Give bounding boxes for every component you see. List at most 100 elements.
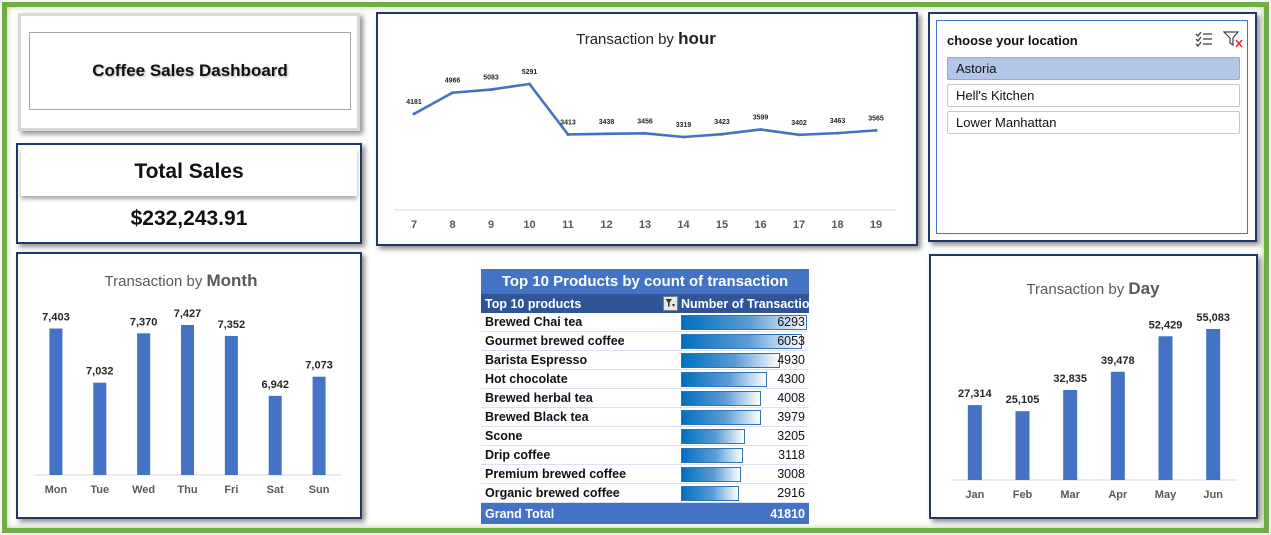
chart-title: Transaction by Day (1026, 279, 1160, 298)
bar (967, 405, 982, 480)
bar-tick-label: Jun (1203, 489, 1223, 501)
grand-total-label: Grand Total (485, 506, 555, 521)
data-bar (681, 334, 803, 349)
hour-point (489, 88, 493, 92)
slicer-title: choose your location (947, 32, 1078, 48)
bar-tick-label: Apr (1108, 489, 1128, 501)
hour-point (720, 132, 724, 136)
hour-data-label: 3456 (637, 118, 653, 125)
day-chart-card[interactable]: Transaction by Day 27,314 Jan 25,105 Feb 32,8… (929, 254, 1258, 519)
pivot-row: Hot chocolate 4300 (481, 370, 809, 389)
bar-tick-label: Thu (177, 484, 197, 496)
slicer-header: choose your location (947, 27, 1243, 53)
bar-tick-label: Sun (309, 484, 330, 496)
hour-data-label: 3402 (791, 120, 807, 127)
dashboard-title: Coffee Sales Dashboard (29, 32, 351, 110)
multi-select-icon[interactable] (1195, 31, 1213, 50)
pivot-grand-total: Grand Total 41810 (481, 503, 809, 524)
hour-data-label: 3463 (830, 118, 846, 125)
pivot-row: Gourmet brewed coffee 6053 (481, 332, 809, 351)
hour-tick-label: 13 (639, 219, 651, 231)
pivot-header: Top 10 products Number of Transactions (481, 294, 809, 313)
pivot-row: Brewed Black tea 3979 (481, 408, 809, 427)
hour-point (874, 128, 878, 132)
hour-tick-label: 12 (600, 219, 612, 231)
hour-point (412, 112, 416, 116)
pivot-col1-header: Top 10 products (485, 296, 582, 311)
hour-tick-label: 10 (523, 219, 535, 231)
pivot-rows: Brewed Chai tea 6293 Gourmet brewed coffee… (481, 313, 809, 503)
pivot-row: Organic brewed coffee 2916 (481, 484, 809, 503)
filter-dropdown-icon[interactable] (663, 296, 678, 311)
bar (49, 328, 63, 475)
month-chart-card[interactable]: Transaction by Month 7,403 Mon 7,032 Tue 7,37… (16, 252, 362, 519)
hour-data-label: 3599 (753, 114, 769, 121)
slicer-item-hells-kitchen[interactable]: Hell's Kitchen (947, 84, 1240, 107)
bar-data-label: 7,032 (86, 366, 114, 378)
data-bar (681, 429, 746, 444)
slicer-frame: choose your location (936, 20, 1248, 234)
bar-tick-label: Jan (965, 489, 984, 501)
bar (181, 325, 194, 475)
hour-tick-label: 8 (449, 219, 455, 231)
data-bar (681, 391, 762, 406)
bar (1015, 411, 1030, 480)
total-sales-card: Total Sales $232,243.91 (16, 143, 362, 244)
bar-data-label: 7,403 (42, 312, 70, 324)
hour-point (566, 132, 570, 136)
hour-tick-label: 18 (831, 219, 843, 231)
bar-data-label: 6,942 (261, 379, 289, 391)
hour-point (682, 135, 685, 139)
bar-tick-label: Feb (1013, 489, 1033, 501)
product-name: Hot chocolate (485, 372, 568, 386)
transaction-count: 6053 (777, 334, 805, 348)
bar-tick-label: Tue (90, 484, 109, 496)
data-bar (681, 486, 740, 501)
hour-data-label: 3423 (714, 119, 730, 126)
product-name: Gourmet brewed coffee (485, 334, 625, 348)
bar-data-label: 52,429 (1149, 319, 1183, 331)
bar-tick-label: May (1155, 489, 1177, 501)
bar-data-label: 32,835 (1053, 373, 1087, 385)
hour-chart-card[interactable]: Transaction by hour 4181 4966 5083 5291 3413 3… (376, 12, 918, 246)
bar (137, 333, 151, 475)
hour-data-label: 4966 (445, 78, 461, 85)
total-sales-value: $232,243.91 (130, 207, 248, 230)
bar (1110, 371, 1125, 480)
hour-data-label: 3319 (676, 122, 692, 129)
slicer-item-astoria[interactable]: Astoria (947, 57, 1240, 80)
day-bar-chart: Transaction by Day 27,314 Jan 25,105 Feb 32,8… (951, 279, 1237, 501)
bar-data-label: 27,314 (958, 388, 993, 400)
bar-data-label: 39,478 (1101, 355, 1135, 367)
hour-tick-label: 14 (677, 219, 690, 231)
hour-line-chart: Transaction by hour 4181 4966 5083 5291 3413 3… (394, 29, 896, 231)
pivot-title: Top 10 Products by count of transaction (481, 269, 809, 294)
pivot-row: Scone 3205 (481, 427, 809, 446)
pivot-col2-header: Number of Transactions (681, 296, 809, 311)
clear-filter-icon[interactable] (1222, 30, 1243, 51)
bar-tick-label: Sat (267, 484, 284, 496)
product-name: Premium brewed coffee (485, 467, 627, 481)
product-name: Drip coffee (485, 448, 551, 462)
hour-series-line (413, 82, 877, 139)
hour-point (797, 133, 801, 137)
transaction-count: 3008 (777, 467, 805, 481)
product-name: Brewed herbal tea (485, 391, 593, 405)
data-bar (681, 353, 780, 368)
pivot-row: Barista Espresso 4930 (481, 351, 809, 370)
chart-title: Transaction by Month (105, 271, 258, 290)
bar (1206, 329, 1221, 480)
title-card: Coffee Sales Dashboard (18, 13, 360, 131)
hour-tick-label: 7 (411, 219, 417, 231)
slicer-item-lower-manhattan[interactable]: Lower Manhattan (947, 111, 1240, 134)
transaction-count: 6293 (777, 315, 805, 329)
hour-point (605, 132, 608, 136)
hour-data-label: 3413 (560, 119, 576, 126)
transaction-count: 2916 (777, 486, 805, 500)
transaction-count: 4008 (777, 391, 805, 405)
data-bar (681, 448, 744, 463)
location-slicer: choose your location (928, 12, 1257, 242)
pivot-row: Drip coffee 3118 (481, 446, 809, 465)
top-products-pivot: Top 10 Products by count of transaction … (481, 269, 809, 524)
transaction-count: 4930 (777, 353, 805, 367)
